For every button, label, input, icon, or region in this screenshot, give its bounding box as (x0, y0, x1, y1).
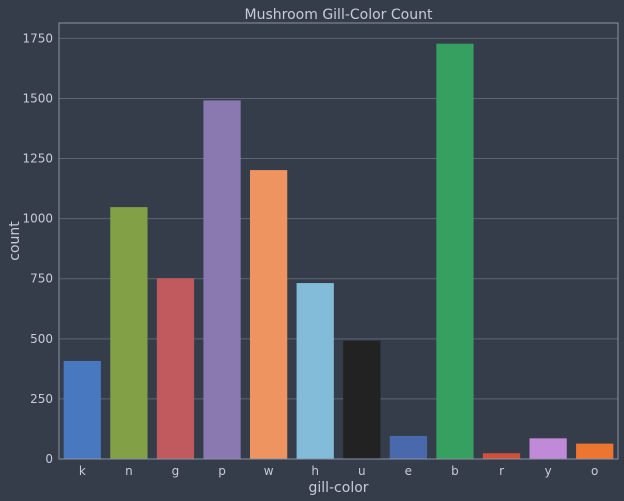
y-tick-label: 750 (30, 272, 53, 286)
x-tick-label: h (311, 464, 319, 478)
grid-lines (59, 37, 618, 400)
x-tick-label: w (264, 464, 274, 478)
y-tick-label: 1750 (22, 31, 53, 45)
x-tick-label: k (79, 464, 86, 478)
x-tick-label: o (591, 464, 598, 478)
bar-k (63, 360, 101, 459)
x-tick-label: g (172, 464, 180, 478)
bars (63, 43, 614, 459)
y-tick-label: 1500 (22, 91, 53, 105)
bar-e (389, 435, 428, 459)
x-tick-label: p (218, 464, 226, 478)
bar-o (576, 443, 614, 459)
bar-h (296, 283, 334, 459)
x-tick-label: u (358, 464, 366, 478)
plot-frame (58, 22, 619, 460)
y-tick-label: 500 (30, 332, 53, 346)
y-tick-label: 250 (30, 392, 53, 406)
x-tick-label: n (125, 464, 133, 478)
bar-r (482, 453, 521, 459)
chart-title: Mushroom Gill-Color Count (245, 7, 433, 23)
bar-n (110, 207, 148, 459)
bar-w (249, 170, 288, 459)
x-tick-label: b (451, 464, 459, 478)
y-tick-label: 1250 (22, 152, 53, 166)
y-tick-label: 1000 (22, 212, 53, 226)
y-axis-title: count (7, 221, 23, 261)
bar-u (343, 340, 381, 459)
y-tick-label: 0 (45, 452, 53, 466)
x-tick-label: r (499, 464, 504, 478)
bar-y (529, 438, 567, 459)
x-axis-title: gill-color (308, 480, 368, 496)
x-tick-label: y (545, 464, 552, 478)
bar-b (436, 43, 474, 459)
bar-p (203, 100, 241, 459)
x-tick-label: e (405, 464, 412, 478)
bar-g (156, 278, 195, 459)
y-tick-labels: 0 250 500 750 1000 1250 1500 1750 (22, 31, 53, 466)
